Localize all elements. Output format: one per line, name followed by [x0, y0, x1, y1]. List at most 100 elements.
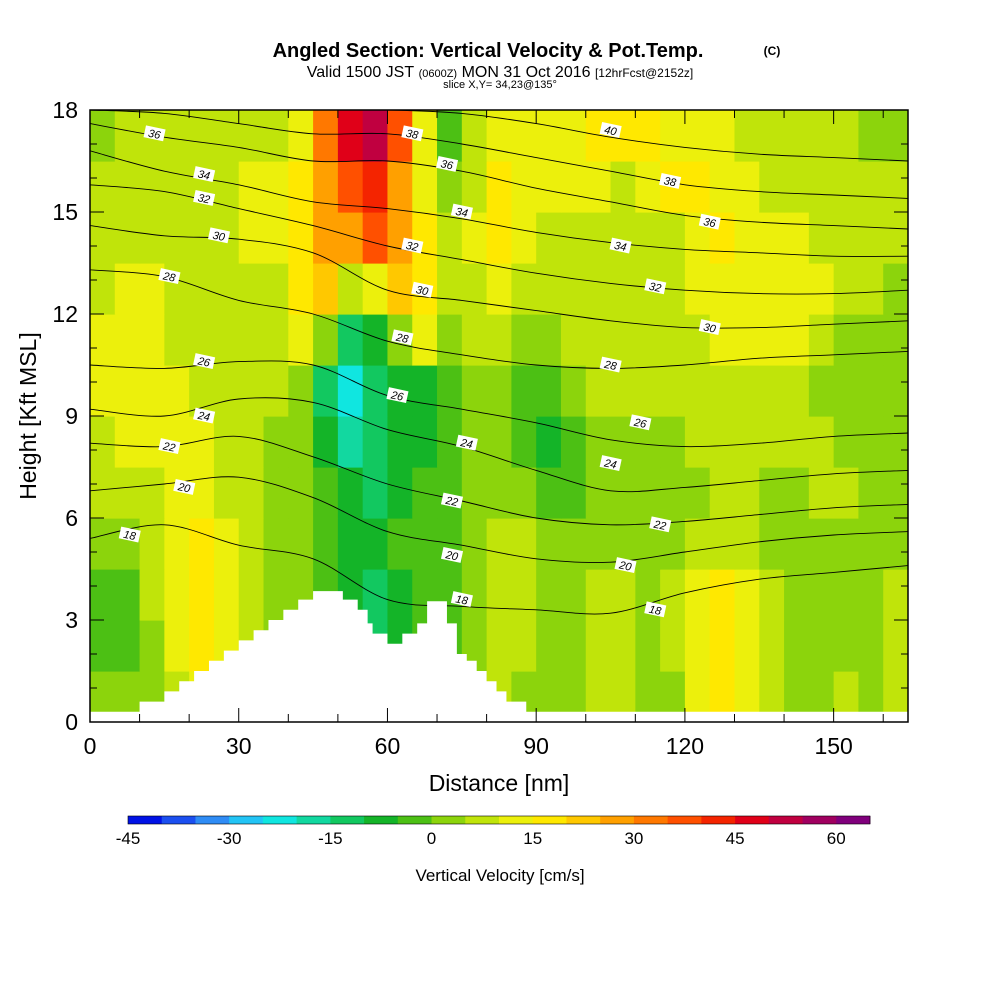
velocity-cell [635, 110, 661, 162]
velocity-cell [660, 314, 686, 366]
velocity-cell [585, 161, 612, 213]
velocity-cell [263, 161, 289, 213]
contour-label-bg [599, 121, 622, 138]
colorbar-swatch [768, 816, 803, 824]
velocity-cell [486, 314, 512, 366]
isentrope-36 [90, 123, 908, 230]
colorbar-tick-label: 15 [523, 829, 542, 848]
contour-label-text: 38 [405, 128, 420, 142]
velocity-cell [833, 212, 860, 264]
velocity-cell [164, 620, 190, 672]
velocity-cell [313, 365, 339, 417]
velocity-cell [784, 569, 810, 621]
y-tick-label: 0 [65, 709, 78, 735]
velocity-cell [635, 620, 661, 672]
velocity-cell [635, 161, 661, 213]
velocity-cell [585, 365, 612, 417]
velocity-cell [560, 110, 587, 162]
x-tick-label: 60 [375, 733, 401, 759]
velocity-cell [858, 365, 884, 417]
velocity-cell [387, 518, 413, 570]
velocity-cell [536, 467, 562, 519]
velocity-cell [883, 212, 908, 264]
velocity-cell [833, 365, 860, 417]
velocity-cell [883, 467, 908, 519]
contour-label-text: 20 [617, 559, 633, 574]
velocity-cell [387, 416, 413, 468]
velocity-cell [511, 518, 537, 570]
velocity-cell [90, 161, 116, 213]
isentrope-30 [90, 225, 908, 329]
colorbar-tick-label: -45 [116, 829, 141, 848]
velocity-cell [461, 365, 488, 417]
velocity-cell [536, 161, 562, 213]
velocity-cell [288, 212, 314, 264]
colorbar-swatch [802, 816, 837, 824]
colorbar-swatch [499, 816, 534, 824]
contour-label-text: 34 [613, 240, 627, 254]
velocity-cell [90, 620, 116, 672]
colorbar-tick-label: 30 [624, 829, 643, 848]
velocity-cell [213, 314, 240, 366]
velocity-cell [610, 263, 636, 315]
contour-label-bg [698, 213, 721, 230]
velocity-cell [461, 518, 488, 570]
velocity-cell [585, 518, 612, 570]
velocity-cell [313, 518, 339, 570]
velocity-cell [437, 467, 463, 519]
velocity-cell [511, 161, 537, 213]
velocity-cell [560, 263, 587, 315]
x-tick-label: 120 [666, 733, 704, 759]
colorbar-label: Vertical Velocity [cm/s] [415, 866, 584, 885]
velocity-cell [635, 314, 661, 366]
velocity-cell [610, 212, 636, 264]
velocity-cell [362, 161, 389, 213]
colorbar-swatch [566, 816, 601, 824]
velocity-cell [189, 110, 215, 162]
velocity-cell [486, 518, 512, 570]
valid-prefix: Valid 1500 JST [307, 64, 415, 81]
velocity-cell [833, 110, 860, 162]
contour-label-text: 30 [211, 230, 226, 244]
velocity-cell [536, 620, 562, 672]
contour-label: 36 [436, 155, 459, 173]
velocity-cell [139, 620, 165, 672]
contour-label-bg [401, 125, 424, 142]
contour-label-text: 18 [122, 529, 137, 543]
velocity-cell [238, 365, 265, 417]
velocity-cell [263, 467, 289, 519]
velocity-cell [164, 365, 190, 417]
velocity-cell [114, 314, 141, 366]
velocity-cell [511, 212, 537, 264]
velocity-cell [437, 110, 463, 162]
contour-label-text: 20 [176, 481, 192, 496]
velocity-cell [387, 467, 413, 519]
velocity-cell [585, 569, 612, 621]
contour-label-text: 18 [454, 593, 469, 607]
velocity-cell [288, 518, 314, 570]
velocity-cell [759, 263, 785, 315]
x-tick-label: 90 [523, 733, 549, 759]
velocity-cell [238, 263, 265, 315]
velocity-cell [164, 212, 190, 264]
velocity-cell [362, 110, 389, 162]
velocity-cell [486, 110, 512, 162]
velocity-cell [313, 416, 339, 468]
velocity-cell [808, 161, 835, 213]
velocity-cell [833, 620, 860, 672]
velocity-cell [709, 161, 736, 213]
velocity-cell [263, 365, 289, 417]
velocity-cell [536, 569, 562, 621]
velocity-cell [164, 518, 190, 570]
velocity-cell [114, 110, 141, 162]
velocity-cell [238, 569, 265, 621]
velocity-cell [684, 518, 711, 570]
velocity-cell [858, 212, 884, 264]
velocity-cell [486, 620, 512, 672]
contour-label: 28 [391, 329, 414, 346]
velocity-cell [238, 416, 265, 468]
velocity-cell [387, 212, 413, 264]
velocity-cell [610, 314, 636, 366]
velocity-cell [486, 365, 512, 417]
velocity-cell [189, 467, 215, 519]
